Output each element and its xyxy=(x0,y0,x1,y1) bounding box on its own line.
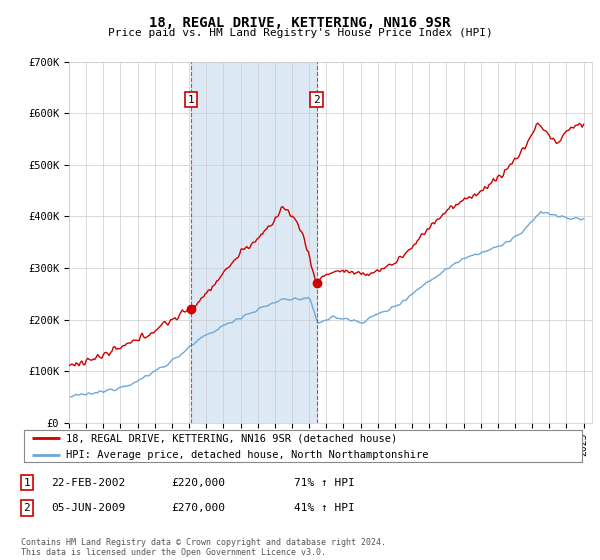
Text: 1: 1 xyxy=(188,95,194,105)
Text: HPI: Average price, detached house, North Northamptonshire: HPI: Average price, detached house, Nort… xyxy=(66,450,428,460)
Text: £220,000: £220,000 xyxy=(171,478,225,488)
Text: 71% ↑ HPI: 71% ↑ HPI xyxy=(294,478,355,488)
Text: 22-FEB-2002: 22-FEB-2002 xyxy=(51,478,125,488)
Text: 2: 2 xyxy=(23,503,31,513)
Text: 18, REGAL DRIVE, KETTERING, NN16 9SR (detached house): 18, REGAL DRIVE, KETTERING, NN16 9SR (de… xyxy=(66,433,397,444)
Text: 05-JUN-2009: 05-JUN-2009 xyxy=(51,503,125,513)
Text: 2: 2 xyxy=(313,95,320,105)
Text: 1: 1 xyxy=(23,478,31,488)
Text: Contains HM Land Registry data © Crown copyright and database right 2024.
This d: Contains HM Land Registry data © Crown c… xyxy=(21,538,386,557)
Text: Price paid vs. HM Land Registry's House Price Index (HPI): Price paid vs. HM Land Registry's House … xyxy=(107,28,493,38)
Text: 18, REGAL DRIVE, KETTERING, NN16 9SR: 18, REGAL DRIVE, KETTERING, NN16 9SR xyxy=(149,16,451,30)
Text: £270,000: £270,000 xyxy=(171,503,225,513)
Bar xyxy=(191,62,317,423)
Text: 41% ↑ HPI: 41% ↑ HPI xyxy=(294,503,355,513)
